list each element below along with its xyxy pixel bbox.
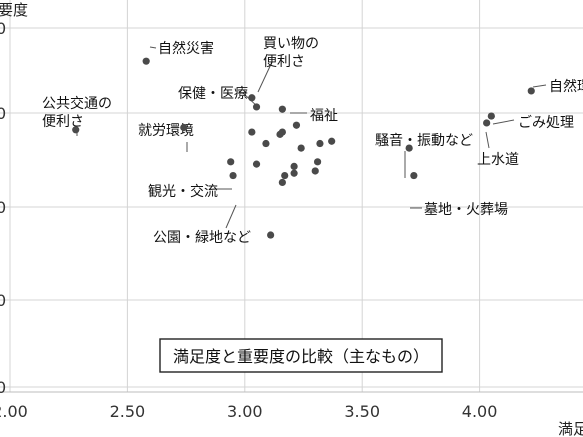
data-points: [72, 57, 535, 239]
point-label: 自然災害: [158, 40, 214, 57]
data-point: [278, 128, 286, 136]
point-label: 福祉: [310, 108, 338, 124]
point-label: 観光・交流: [148, 183, 218, 200]
x-tick-label: 2.50: [110, 402, 146, 421]
data-point: [72, 126, 80, 134]
y-tick-label: 0: [0, 378, 6, 397]
data-point: [410, 171, 418, 180]
data-point: [311, 167, 319, 175]
data-point: [281, 171, 289, 180]
data-point: [248, 128, 256, 136]
data-point: [328, 137, 336, 145]
data-point: [229, 171, 237, 180]
data-point: [267, 231, 275, 239]
data-point: [262, 139, 270, 148]
y-tick-label: 0: [0, 198, 6, 217]
y-axis-title: 要度: [0, 1, 28, 19]
point-label: 墓地・火葬場: [424, 202, 508, 218]
point-label: 公園・緑地など: [153, 230, 251, 246]
data-point: [316, 139, 324, 148]
point-label: 自然環: [549, 78, 583, 95]
data-point: [248, 94, 256, 102]
grid: [0, 0, 583, 393]
x-tick-label: 3.50: [344, 402, 380, 421]
x-axis-title: 満足: [558, 420, 583, 437]
chart-title: 満足度と重要度の比較（主なもの）: [173, 347, 429, 366]
point-label: 保健・医療: [178, 85, 248, 102]
point-label: 買い物の便利さ: [263, 36, 319, 70]
point-label: 騒音・振動など: [375, 132, 473, 149]
data-point: [487, 112, 495, 120]
point-label: 上水道: [477, 152, 519, 168]
leader-line: [492, 119, 515, 125]
y-tick-labels: 0 0 0 0 0: [0, 19, 6, 397]
data-point: [313, 158, 322, 166]
point-label: ごみ処理: [518, 115, 574, 131]
data-point: [290, 162, 298, 170]
x-tick-label: 4.00: [462, 402, 498, 421]
x-tick-label: 2.00: [0, 402, 28, 421]
data-point: [527, 87, 535, 95]
leader-line: [225, 204, 237, 229]
data-point: [278, 105, 286, 113]
data-point: [252, 160, 261, 168]
data-point: [297, 144, 305, 152]
x-tick-label: 3.00: [227, 402, 263, 421]
data-point: [227, 158, 235, 166]
leader-line: [257, 61, 273, 93]
y-tick-label: 0: [0, 19, 6, 38]
data-point: [292, 121, 301, 129]
y-tick-label: 0: [0, 104, 6, 123]
leader-line: [532, 84, 547, 88]
data-point: [278, 178, 286, 187]
data-point: [405, 144, 413, 152]
caption-box: 満足度と重要度の比較（主なもの）: [159, 338, 443, 373]
data-point: [252, 103, 261, 111]
point-label: 就労環境: [138, 123, 194, 139]
y-tick-label: 0: [0, 291, 6, 310]
data-point: [142, 57, 150, 65]
data-point: [180, 123, 188, 132]
data-point: [290, 169, 298, 177]
data-point: [483, 119, 491, 127]
x-tick-labels: 2.002.503.003.504.004.: [0, 402, 498, 421]
point-label: 公共交通の便利さ: [42, 95, 112, 130]
leader-line: [485, 131, 490, 149]
leader-line: [149, 46, 157, 49]
